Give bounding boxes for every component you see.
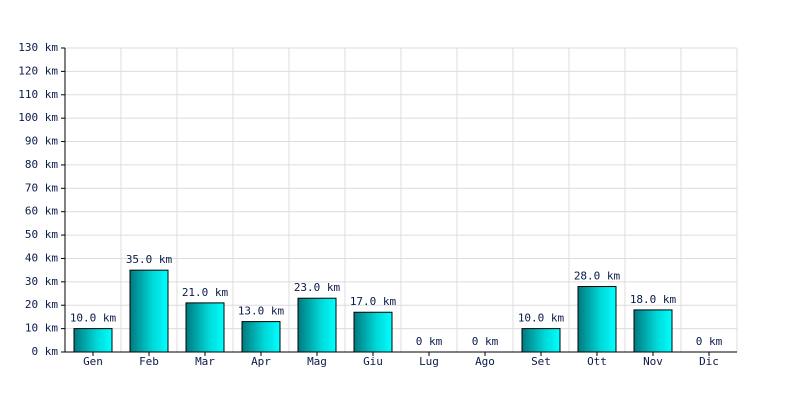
value-label: 0 km (472, 335, 499, 348)
x-tick-label: Feb (139, 355, 159, 368)
y-tick-label: 10 km (25, 322, 58, 335)
x-tick-label: Lug (419, 355, 439, 368)
y-tick-label: 0 km (32, 345, 59, 358)
y-tick-label: 90 km (25, 135, 58, 148)
bar (633, 309, 673, 353)
x-tick-label: Apr (251, 355, 271, 368)
y-tick-label: 120 km (18, 64, 58, 77)
value-label: 10.0 km (518, 312, 565, 325)
y-tick-label: 130 km (18, 41, 58, 54)
x-tick-label: Ott (587, 355, 607, 368)
bar (241, 321, 281, 353)
x-tick-label: Dic (699, 355, 719, 368)
value-label: 0 km (416, 335, 443, 348)
value-label: 28.0 km (574, 270, 621, 283)
x-tick-label: Ago (475, 355, 495, 368)
value-label: 13.0 km (238, 305, 285, 318)
y-tick-label: 60 km (25, 205, 58, 218)
value-label: 23.0 km (294, 281, 341, 294)
value-label: 21.0 km (182, 286, 229, 299)
y-tick-label: 30 km (25, 275, 58, 288)
y-tick-label: 100 km (18, 111, 58, 124)
value-label: 17.0 km (350, 295, 397, 308)
x-tick-label: Set (531, 355, 551, 368)
bar (521, 328, 561, 353)
x-tick-label: Giu (363, 355, 383, 368)
value-label: 10.0 km (70, 312, 117, 325)
bar (577, 286, 617, 353)
y-tick-label: 50 km (25, 228, 58, 241)
x-tick-label: Mar (195, 355, 215, 368)
y-tick-label: 80 km (25, 158, 58, 171)
y-tick-label: 20 km (25, 298, 58, 311)
x-tick-label: Mag (307, 355, 327, 368)
y-tick-label: 40 km (25, 251, 58, 264)
x-tick-label: Nov (643, 355, 663, 368)
x-tick-label: Gen (83, 355, 103, 368)
value-label: 35.0 km (126, 253, 173, 266)
bar (73, 328, 113, 353)
value-label: 18.0 km (630, 293, 677, 306)
bar (185, 302, 225, 353)
y-tick-label: 110 km (18, 88, 58, 101)
y-tick-label: 70 km (25, 181, 58, 194)
value-label: 0 km (696, 335, 723, 348)
bar (353, 311, 393, 353)
bar (129, 269, 169, 353)
bar (297, 297, 337, 353)
